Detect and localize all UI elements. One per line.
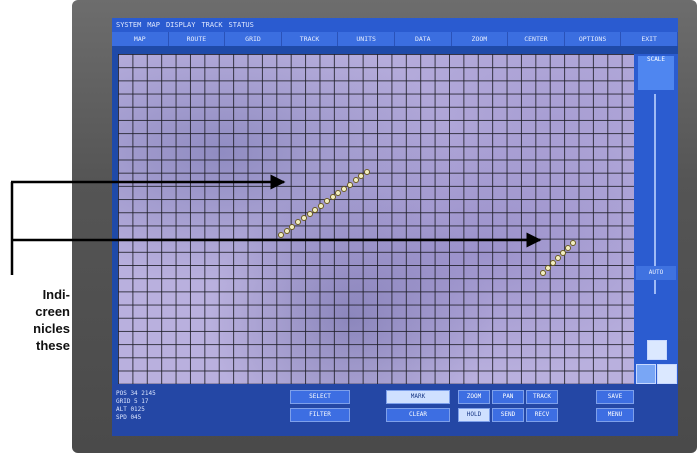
readout-line: ALT 0125 <box>116 406 145 413</box>
panel-button[interactable] <box>636 364 656 384</box>
vehicle-marker <box>341 185 348 192</box>
vehicle-marker <box>306 211 313 217</box>
recv-button[interactable]: RECV <box>526 408 558 422</box>
vehicle-marker <box>545 265 551 271</box>
vehicle-marker <box>540 270 546 276</box>
vehicle-marker <box>283 227 290 234</box>
vehicle-marker <box>550 260 556 266</box>
bottom-control-panel: POS 34 2145 GRID 5 17 ALT 0125 SPD 045 S… <box>112 384 678 436</box>
panel-button[interactable] <box>657 364 677 384</box>
caption-line: these <box>36 338 70 353</box>
caption-line: creen <box>35 304 70 319</box>
tactical-display-screen: SYSTEM MAP DISPLAY TRACK STATUS MAP ROUT… <box>112 18 678 436</box>
position-readout: POS 34 2145 GRID 5 17 ALT 0125 SPD 045 <box>116 390 156 422</box>
vehicle-marker <box>358 173 365 180</box>
vehicle-marker <box>560 250 566 256</box>
vehicle-marker <box>335 190 342 196</box>
caption-line: Indi- <box>42 287 70 302</box>
filter-button[interactable]: FILTER <box>290 408 350 422</box>
vehicle-marker <box>555 255 561 261</box>
vehicle-marker <box>295 219 302 226</box>
caption-text: Indi- creen nicles these <box>0 286 70 354</box>
track-button[interactable]: TRACK <box>526 390 558 404</box>
scale-indicator: SCALE <box>638 56 674 90</box>
menu-item-zoom[interactable]: ZOOM <box>452 32 509 46</box>
clear-button[interactable]: CLEAR <box>386 408 450 422</box>
title-bar-item: MAP <box>147 21 160 29</box>
title-bar: SYSTEM MAP DISPLAY TRACK STATUS <box>112 18 678 32</box>
title-bar-item: STATUS <box>228 21 254 29</box>
menu-button[interactable]: MENU <box>596 408 634 422</box>
vehicle-marker <box>318 202 325 209</box>
vehicle-marker <box>329 194 336 201</box>
mark-button[interactable]: MARK <box>386 390 450 404</box>
auto-label: AUTO <box>636 266 676 280</box>
vehicle-marker <box>300 215 307 222</box>
vehicle-marker <box>570 240 576 246</box>
vehicle-marker <box>323 198 330 205</box>
menu-item-units[interactable]: UNITS <box>338 32 395 46</box>
send-button[interactable]: SEND <box>492 408 524 422</box>
title-bar-item: SYSTEM <box>116 21 142 29</box>
right-control-panel: SCALE AUTO <box>634 54 678 384</box>
pan-button[interactable]: PAN <box>492 390 524 404</box>
vehicle-marker <box>565 245 571 251</box>
menu-item-exit[interactable]: EXIT <box>621 32 678 46</box>
menu-item-grid[interactable]: GRID <box>225 32 282 46</box>
title-bar-item: TRACK <box>201 21 223 29</box>
menu-item-data[interactable]: DATA <box>395 32 452 46</box>
hold-button[interactable]: HOLD <box>458 408 490 422</box>
map-grid <box>118 54 634 384</box>
menu-item-route[interactable]: ROUTE <box>169 32 226 46</box>
readout-line: GRID 5 17 <box>116 398 149 405</box>
menu-item-center[interactable]: CENTER <box>508 32 565 46</box>
save-button[interactable]: SAVE <box>596 390 634 404</box>
vehicle-marker <box>352 177 359 184</box>
menu-item-options[interactable]: OPTIONS <box>565 32 622 46</box>
vehicle-marker <box>346 181 353 188</box>
title-bar-item: DISPLAY <box>165 21 196 29</box>
vehicle-marker <box>312 206 319 213</box>
vehicle-marker <box>289 223 296 230</box>
menu-item-track[interactable]: TRACK <box>282 32 339 46</box>
menu-bar: MAP ROUTE GRID TRACK UNITS DATA ZOOM CEN… <box>112 32 678 46</box>
readout-line: POS 34 2145 <box>116 390 156 397</box>
panel-button[interactable] <box>647 340 667 360</box>
zoom-button[interactable]: ZOOM <box>458 390 490 404</box>
vehicle-marker <box>364 169 370 175</box>
select-button[interactable]: SELECT <box>290 390 350 404</box>
menu-item-map[interactable]: MAP <box>112 32 169 46</box>
zoom-slider-track[interactable] <box>654 94 656 294</box>
terrain-map[interactable] <box>118 54 634 384</box>
vehicle-marker <box>278 232 284 238</box>
caption-line: nicles <box>33 321 70 336</box>
readout-line: SPD 045 <box>116 414 142 421</box>
